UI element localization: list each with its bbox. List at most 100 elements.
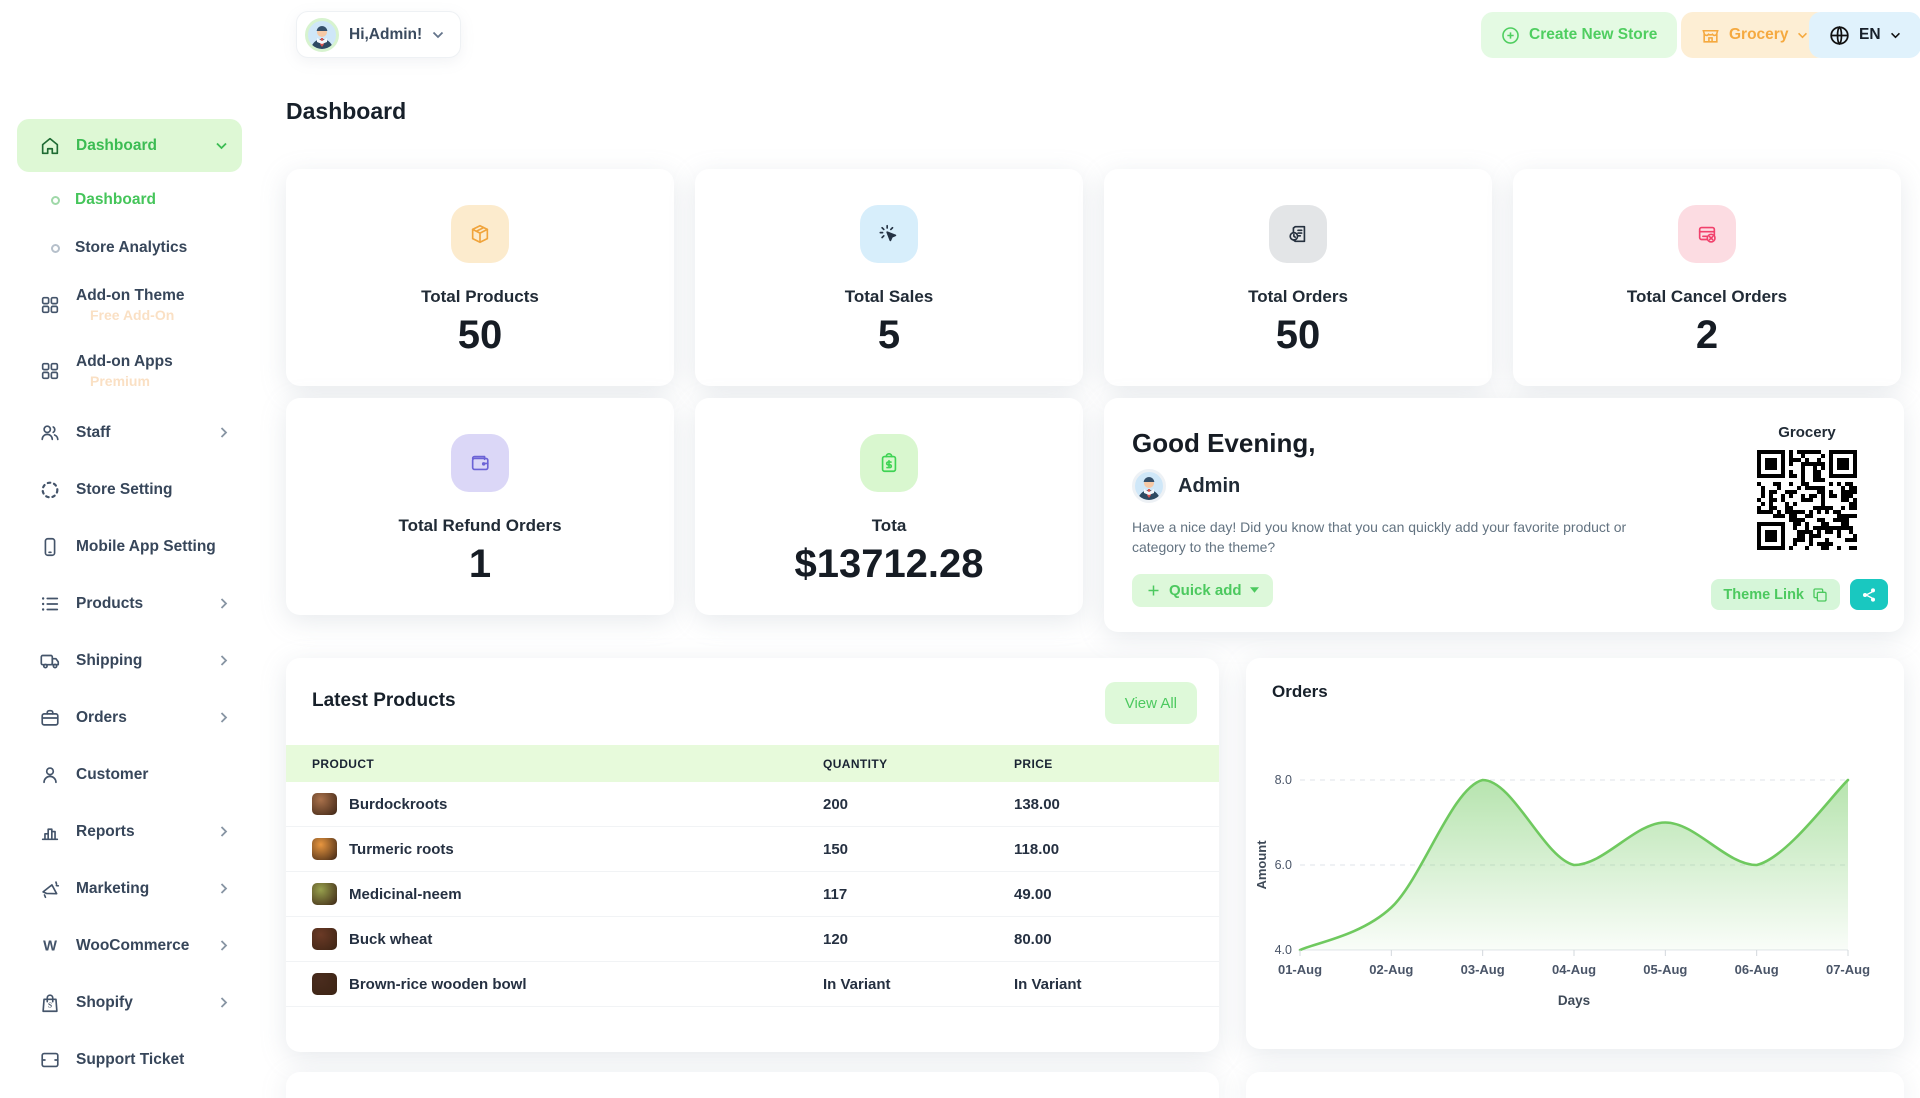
users-icon	[39, 422, 61, 444]
sidebar: Dashboard Dashboard Store Analytics Add-on …	[0, 119, 260, 1088]
sidebar-item-badge: Premium	[90, 373, 150, 389]
table-row[interactable]: Brown-rice wooden bowl In Variant In Var…	[286, 962, 1219, 1007]
sidebar-item-mobile-app-setting[interactable]: Mobile App Setting	[0, 518, 260, 575]
sidebar-item-label: Dashboard	[75, 191, 156, 208]
greeting-message: Have a nice day! Did you know that you c…	[1132, 519, 1627, 556]
product-quantity: 200	[823, 795, 849, 813]
sidebar-item-orders[interactable]: Orders	[0, 689, 260, 746]
chevron-down-icon	[432, 31, 444, 39]
sidebar-item-store-analytics[interactable]: Store Analytics	[0, 224, 260, 272]
product-name: Turmeric roots	[349, 840, 454, 858]
product-name: Burdockroots	[349, 795, 448, 813]
svg-text:04-Aug: 04-Aug	[1552, 962, 1596, 977]
sidebar-item-label: Shipping	[76, 651, 143, 669]
sidebar-item-reports[interactable]: Reports	[0, 803, 260, 860]
package-icon	[451, 205, 509, 263]
admin-avatar	[1132, 469, 1166, 503]
sidebar-item-support-ticket[interactable]: Support Ticket	[0, 1031, 260, 1088]
stat-value: 50	[457, 313, 503, 357]
bullet-icon	[51, 195, 60, 205]
svg-text:05-Aug: 05-Aug	[1643, 962, 1687, 977]
sidebar-item-label: Shopify	[76, 993, 133, 1011]
table-row[interactable]: Buck wheat 120 80.00	[286, 917, 1219, 962]
stat-value: 50	[1275, 313, 1321, 357]
smartphone-icon	[39, 536, 61, 558]
sidebar-item-dashboard[interactable]: Dashboard	[0, 176, 260, 224]
truck-icon	[39, 650, 61, 672]
store-switcher-button[interactable]: Grocery	[1681, 12, 1829, 58]
home-icon	[39, 135, 61, 157]
list-icon	[39, 593, 61, 615]
table-row[interactable]: Medicinal-neem 117 49.00	[286, 872, 1219, 917]
product-thumbnail	[312, 883, 337, 905]
sidebar-item-customer[interactable]: Customer	[0, 746, 260, 803]
product-quantity: In Variant	[823, 975, 891, 993]
col-price-header: PRICE	[1014, 756, 1053, 771]
chevron-right-icon	[220, 825, 228, 838]
product-name: Buck wheat	[349, 930, 433, 948]
sidebar-item-label: Marketing	[76, 879, 150, 897]
svg-text:07-Aug: 07-Aug	[1826, 962, 1870, 977]
product-thumbnail	[312, 928, 337, 950]
bar-chart-icon	[39, 821, 61, 843]
sidebar-item-shipping[interactable]: Shipping	[0, 632, 260, 689]
stat-label: Total Orders	[1248, 287, 1348, 306]
create-new-store-button[interactable]: Create New Store	[1481, 12, 1678, 58]
product-thumbnail	[312, 838, 337, 860]
sidebar-item-dashboard[interactable]: Dashboard	[17, 119, 242, 172]
view-all-button[interactable]: View All	[1104, 682, 1197, 724]
chevron-right-icon	[220, 996, 228, 1009]
sidebar-item-woocommerce[interactable]: W WooCommerce	[0, 917, 260, 974]
svg-text:Days: Days	[1558, 993, 1590, 1008]
card-cancel-icon	[1678, 205, 1736, 263]
quick-add-button[interactable]: Quick add	[1132, 573, 1273, 607]
chevron-down-icon	[215, 142, 228, 150]
sidebar-item-add-on-apps[interactable]: Add-on Apps Premium	[0, 338, 260, 404]
theme-link-button[interactable]: Theme Link	[1711, 579, 1840, 610]
svg-text:W: W	[43, 938, 57, 954]
sidebar-item-add-on-theme[interactable]: Add-on Theme Free Add-On	[0, 272, 260, 338]
col-product-header: PRODUCT	[312, 756, 375, 771]
copy-icon	[1813, 587, 1827, 602]
sidebar-item-products[interactable]: Products	[0, 575, 260, 632]
user-menu[interactable]: Hi,Admin!	[296, 11, 462, 58]
stat-label: Total Cancel Orders	[1626, 287, 1788, 306]
create-new-store-label: Create New Store	[1529, 26, 1658, 43]
product-price: In Variant	[1014, 975, 1082, 993]
sidebar-item-label: Support Ticket	[76, 1050, 185, 1068]
orders-chart-card: Orders 4.0 6.0 8.0 01-Aug 02-Aug 03-Aug 04-Au…	[1246, 658, 1904, 1049]
sidebar-item-label: Add-on Theme	[76, 287, 185, 304]
megaphone-icon	[39, 878, 61, 900]
sidebar-item-label: Orders	[76, 708, 127, 726]
theme-qr-code	[1757, 450, 1857, 550]
sidebar-item-badge: Free Add-On	[90, 307, 175, 323]
ticket-icon	[39, 1049, 61, 1071]
stat-value: 5	[877, 313, 901, 357]
table-row[interactable]: Turmeric roots 150 118.00	[286, 827, 1219, 872]
product-quantity: 120	[823, 930, 849, 948]
admin-name: Admin	[1178, 474, 1241, 497]
sidebar-item-label: Store Setting	[76, 480, 173, 498]
stat-label: Total Products	[421, 287, 539, 306]
svg-text:8.0: 8.0	[1275, 773, 1292, 787]
sidebar-item-shopify[interactable]: S Shopify	[0, 974, 260, 1031]
stat-card-total-sales: Total Sales 5	[695, 169, 1083, 386]
storefront-icon	[1701, 26, 1720, 45]
sidebar-item-label: Dashboard	[76, 136, 157, 154]
share-button[interactable]	[1850, 579, 1888, 610]
globe-icon	[1829, 25, 1850, 46]
table-row[interactable]: Burdockroots 200 138.00	[286, 782, 1219, 827]
stat-label: Tota	[871, 516, 907, 535]
sidebar-item-staff[interactable]: Staff	[0, 404, 260, 461]
language-selector[interactable]: EN	[1809, 12, 1920, 58]
plus-icon	[1148, 585, 1159, 596]
product-price: 80.00	[1014, 930, 1052, 948]
product-quantity: 117	[823, 885, 848, 903]
svg-text:01-Aug: 01-Aug	[1278, 962, 1322, 977]
sidebar-item-store-setting[interactable]: Store Setting	[0, 461, 260, 518]
sidebar-item-marketing[interactable]: Marketing	[0, 860, 260, 917]
sidebar-item-label: Reports	[76, 822, 135, 840]
wallet-icon	[451, 434, 509, 492]
chevron-right-icon	[220, 597, 228, 610]
plus-circle-icon	[1501, 26, 1520, 45]
